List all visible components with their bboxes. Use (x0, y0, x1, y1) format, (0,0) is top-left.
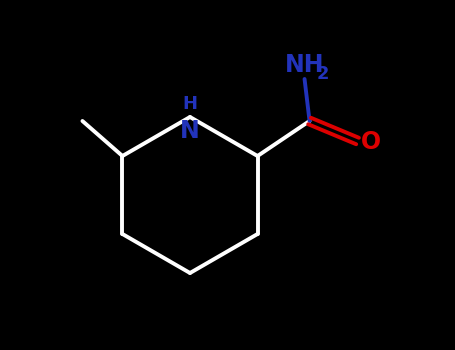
Text: 2: 2 (316, 65, 329, 83)
Text: N: N (180, 119, 200, 143)
Text: H: H (182, 95, 197, 113)
Text: NH: NH (285, 53, 324, 77)
Text: O: O (360, 130, 381, 154)
